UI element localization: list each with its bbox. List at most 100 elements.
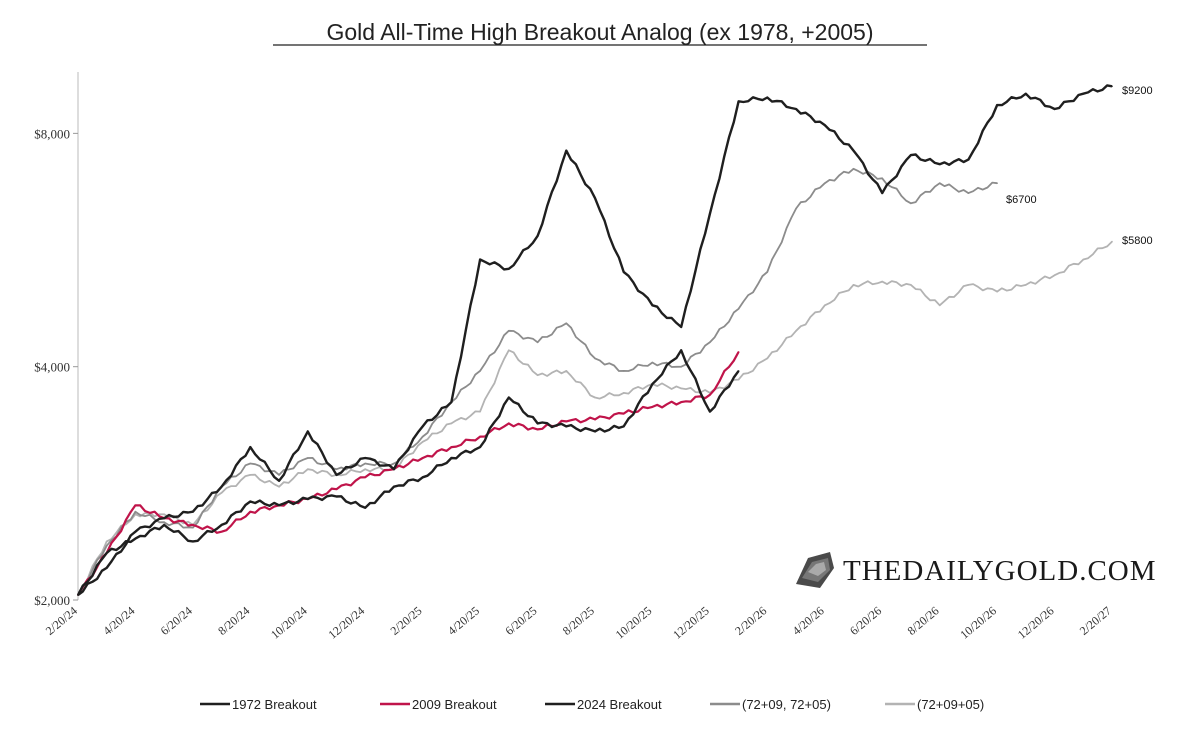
data-point <box>594 357 596 360</box>
data-point <box>594 197 596 199</box>
end-label-72-09-05: $5800 <box>1122 235 1153 247</box>
data-point <box>105 540 108 543</box>
data-point <box>220 485 223 488</box>
data-point <box>450 401 453 403</box>
x-tick-label: 12/20/24 <box>325 604 367 642</box>
data-point <box>249 474 252 476</box>
data-point <box>795 330 797 332</box>
x-tick-label: 8/20/24 <box>215 604 252 638</box>
data-point <box>307 430 309 433</box>
y-tick-label: $2,000 <box>34 593 70 608</box>
data-point <box>881 280 883 283</box>
data-point <box>364 507 367 509</box>
data-point <box>307 468 309 471</box>
x-tick-label: 8/20/25 <box>560 604 597 638</box>
data-point <box>737 378 740 381</box>
data-point <box>680 401 682 403</box>
data-point <box>421 435 424 438</box>
data-point <box>508 330 510 332</box>
data-point <box>393 468 395 471</box>
data-point <box>594 430 596 433</box>
data-point <box>1053 274 1056 277</box>
data-point <box>766 96 769 99</box>
data-point <box>536 235 539 237</box>
data-point <box>967 158 970 161</box>
data-point <box>680 365 682 368</box>
data-point <box>335 488 338 491</box>
data-point <box>910 202 912 205</box>
y-axis: $2,000 $4,000 $8,000 <box>34 72 79 608</box>
data-point <box>1111 240 1113 243</box>
data-point <box>967 192 970 194</box>
data-point <box>220 530 223 533</box>
data-point <box>737 100 740 103</box>
chart-title: Gold All-Time High Breakout Analog (ex 1… <box>327 19 874 45</box>
data-point <box>163 513 165 516</box>
data-point <box>105 567 108 569</box>
data-point <box>335 474 338 476</box>
end-label-1972: $9200 <box>1122 85 1153 97</box>
data-point <box>134 504 137 507</box>
data-point <box>680 349 682 352</box>
data-point <box>479 258 481 261</box>
data-point <box>479 370 481 372</box>
data-point <box>421 441 424 443</box>
y-tick-label: $8,000 <box>34 126 70 141</box>
series-line-2024-breakout <box>76 349 740 596</box>
data-point <box>881 177 883 180</box>
data-point <box>335 495 338 498</box>
data-point <box>795 108 797 110</box>
data-point <box>536 422 539 425</box>
data-point <box>824 304 826 307</box>
data-point <box>680 326 682 328</box>
data-point <box>421 425 424 428</box>
data-point <box>134 510 137 513</box>
data-point <box>105 552 108 554</box>
x-tick-label: 10/20/26 <box>957 604 999 642</box>
y-tick-label: $4,000 <box>34 360 70 375</box>
data-point <box>565 370 568 372</box>
data-point <box>824 124 826 126</box>
data-point <box>622 271 625 273</box>
data-point <box>852 168 855 170</box>
data-point <box>536 341 539 344</box>
x-tick-label: 2/20/25 <box>388 604 425 638</box>
legend-label: 1972 Breakout <box>232 697 317 712</box>
data-point <box>852 149 855 152</box>
data-point <box>163 517 165 519</box>
brand-text: THEDAILYGOLD.COM <box>843 555 1157 587</box>
data-point <box>709 410 711 413</box>
x-tick-label: 2/20/26 <box>732 604 769 638</box>
data-point <box>249 510 252 513</box>
data-point <box>536 374 539 377</box>
data-point <box>479 435 481 438</box>
x-tick-label: 4/20/25 <box>445 604 482 638</box>
data-point <box>364 476 367 479</box>
data-point <box>220 524 223 526</box>
x-tick-label: 12/20/25 <box>670 604 712 642</box>
data-point <box>651 383 654 385</box>
data-point <box>1111 85 1113 88</box>
data-point <box>134 537 137 540</box>
data-point <box>1025 92 1027 95</box>
data-point <box>134 530 137 533</box>
data-point <box>249 462 252 465</box>
x-tick-label: 6/20/25 <box>502 604 539 638</box>
data-point <box>996 290 998 293</box>
data-point <box>278 480 280 482</box>
data-point <box>709 394 711 396</box>
data-point <box>910 154 912 156</box>
data-point <box>77 594 79 596</box>
data-point <box>421 476 424 479</box>
legend: 1972 Breakout 2009 Breakout 2024 Breakout (… <box>200 697 984 712</box>
legend-label: (72+09, 72+05) <box>742 697 831 712</box>
end-labels: $9200 $6700 $5800 <box>1006 85 1153 247</box>
data-point <box>651 406 654 408</box>
data-point <box>450 446 453 448</box>
data-point <box>622 370 625 372</box>
data-point <box>508 422 510 425</box>
data-point <box>307 457 309 459</box>
data-point <box>364 468 367 471</box>
data-point <box>249 500 252 503</box>
data-point <box>163 521 165 523</box>
